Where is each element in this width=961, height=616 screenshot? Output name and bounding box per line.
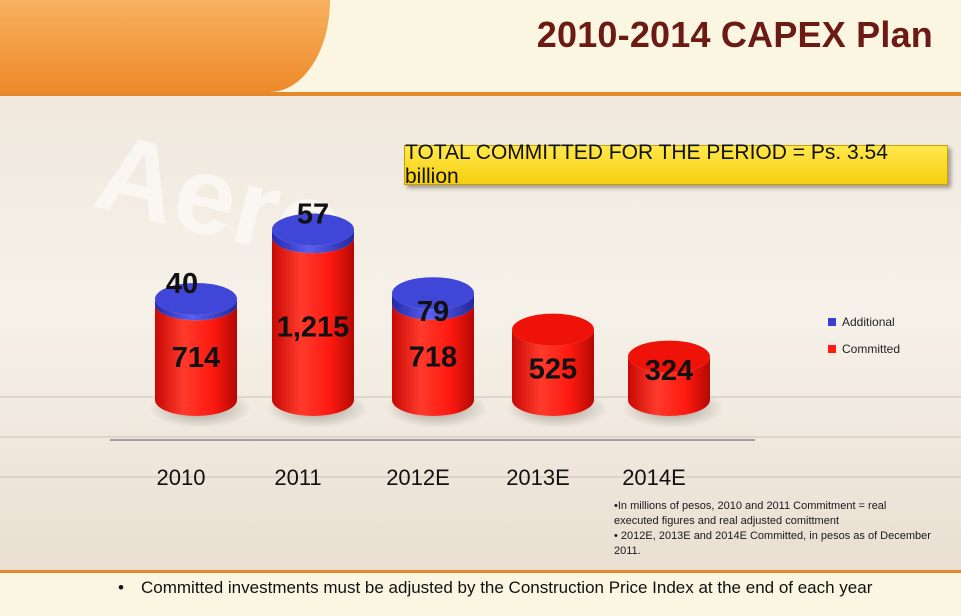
- bar-additional-2012E: [392, 293, 474, 320]
- note-line: •In millions of pesos, 2010 and 2011 Com…: [614, 500, 887, 527]
- bar-top-additional: [155, 282, 237, 315]
- data-label-committed: 1,215: [277, 312, 350, 344]
- bar-committed-2014E: [628, 356, 710, 416]
- legend-swatch-committed: [828, 345, 836, 353]
- total-committed-text: TOTAL COMMITTED FOR THE PERIOD = Ps. 3.5…: [405, 141, 888, 188]
- data-label-committed: 718: [409, 342, 457, 374]
- data-label-committed: 525: [529, 353, 577, 385]
- legend-label-committed: Committed: [842, 342, 901, 356]
- header-divider: [0, 92, 961, 96]
- footer-bullet: •: [118, 578, 124, 597]
- note-line: • 2012E, 2013E and 2014E Committed, in p…: [614, 530, 931, 557]
- bar-committed-2013E: [512, 329, 594, 416]
- header-accent: [0, 0, 330, 92]
- data-label-committed: 324: [645, 355, 693, 387]
- total-committed-banner: TOTAL COMMITTED FOR THE PERIOD = Ps. 3.5…: [404, 141, 948, 188]
- bar-committed-2010: [155, 304, 237, 416]
- footer-band: [0, 573, 961, 616]
- x-tick-label: 2014E: [622, 465, 686, 490]
- x-tick-label: 2011: [274, 465, 321, 490]
- bar-top-additional: [272, 213, 354, 246]
- background-stripe: [0, 436, 961, 438]
- x-tick-label: 2010: [157, 465, 206, 490]
- legend-item-additional: Additional: [828, 315, 895, 329]
- x-tick-label: 2013E: [506, 465, 570, 490]
- bar-top-committed: [628, 340, 710, 373]
- bar-top-committed: [512, 313, 594, 346]
- x-tick-label: 2012E: [386, 465, 450, 490]
- bar-committed-2012E: [392, 303, 474, 416]
- background-stripe: [0, 396, 961, 398]
- chart-notes: •In millions of pesos, 2010 and 2011 Com…: [614, 499, 934, 559]
- bar-additional-2010: [155, 298, 237, 321]
- data-label-committed: 714: [172, 342, 220, 374]
- data-label-additional: 79: [417, 296, 449, 328]
- bar-top-additional: [392, 277, 474, 310]
- footer-divider: [0, 570, 961, 573]
- bar-committed-2011: [272, 237, 354, 416]
- slide-title: 2010-2014 CAPEX Plan: [536, 14, 933, 55]
- footer-note: Committed investments must be adjusted b…: [141, 578, 873, 597]
- data-label-additional: 40: [166, 268, 198, 300]
- legend-swatch-additional: [828, 318, 836, 326]
- bar-additional-2011: [272, 229, 354, 254]
- background-stripe: [0, 476, 961, 478]
- legend-item-committed: Committed: [828, 342, 900, 356]
- legend-label-additional: Additional: [842, 315, 895, 329]
- data-label-additional: 57: [297, 199, 329, 231]
